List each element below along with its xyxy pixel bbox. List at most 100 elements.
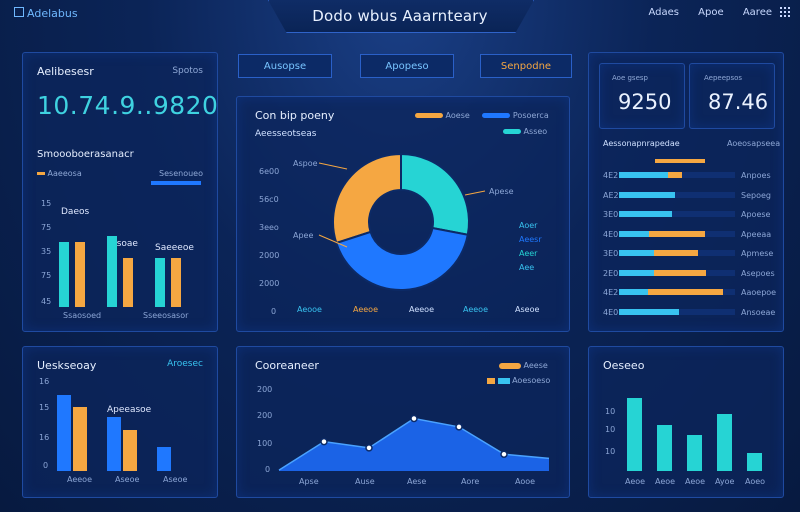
y-tick: 10: [605, 425, 616, 434]
top-nav: Adaes Apoe Aaree: [632, 7, 772, 18]
progress-row[interactable]: 4E2 Aaoepoe: [589, 286, 783, 300]
progress-track: [619, 250, 735, 256]
progress-fill: [619, 172, 668, 178]
row-value: Apeeaa: [741, 229, 772, 239]
kpi-label: Aoe gsesp: [612, 74, 648, 82]
tab-1[interactable]: Ausopse: [238, 54, 332, 78]
progress-row[interactable]: 3E0 Apmese: [589, 247, 783, 261]
callout-label: Aspoe: [293, 159, 318, 168]
bar[interactable]: [157, 447, 171, 471]
y-tick: 56c0: [259, 195, 279, 204]
bar[interactable]: [75, 242, 85, 307]
legend-label: Aeese: [523, 361, 548, 370]
x-tick: Ayoe: [715, 477, 735, 486]
y-tick: 0: [265, 465, 271, 474]
bar-chart: [57, 391, 207, 471]
progress-row[interactable]: 3E0 Apoese: [589, 208, 783, 222]
progress-row[interactable]: 4E0 Apeeaa: [589, 228, 783, 242]
brand[interactable]: Adelabus: [14, 7, 78, 20]
bar-chart: [59, 213, 209, 307]
data-point[interactable]: [410, 414, 418, 423]
legend-swatch: [415, 113, 443, 118]
row-value: Ansoeae: [741, 307, 776, 317]
legend-swatch: [37, 172, 45, 175]
panel-title: Ueskseoay: [37, 359, 97, 372]
callout-label: Apee: [293, 231, 314, 240]
progress-fill: [653, 269, 706, 276]
kpi-card[interactable]: Aoe gsesp 9250: [599, 63, 685, 129]
y-tick: 45: [41, 297, 52, 306]
progress-track: [619, 191, 735, 198]
bar[interactable]: [107, 417, 121, 471]
progress-row[interactable]: AE2 Sepoeg: [589, 189, 783, 203]
x-tick: Aeoe: [685, 477, 706, 486]
tab-3[interactable]: Senpodne: [480, 54, 572, 78]
bar[interactable]: [123, 430, 137, 471]
apps-grid-icon[interactable]: [780, 7, 790, 17]
progress-row[interactable]: 4E0 Ansoeae: [589, 306, 783, 320]
donut-slice[interactable]: [400, 152, 470, 236]
big-value: 10.74.9..9820: [37, 91, 219, 120]
progress-row[interactable]: 4E2 Anpoes: [589, 169, 783, 183]
kpi-card[interactable]: Aepeepsos 87.46: [689, 63, 775, 129]
y-tick: 0: [271, 307, 277, 316]
nav-item[interactable]: Adaes: [648, 7, 679, 18]
bar[interactable]: [657, 424, 672, 471]
bar[interactable]: [59, 242, 69, 307]
progress-fill: [653, 250, 698, 256]
area-fill: [279, 418, 549, 471]
progress-fill: [667, 172, 682, 178]
x-tick: Aese: [407, 477, 427, 486]
progress-fill: [619, 250, 654, 256]
panel-title: Aelibesesr: [37, 65, 94, 78]
bar[interactable]: [717, 413, 732, 471]
y-tick: 2000: [259, 251, 280, 260]
tab-2[interactable]: Apopeso: [360, 54, 454, 78]
legend-label: Aaeeosa: [47, 169, 82, 178]
bar[interactable]: [627, 398, 642, 471]
legend-item: Asseo: [503, 127, 547, 136]
panel-title: Oeseeo: [603, 359, 645, 372]
bar[interactable]: [123, 257, 133, 307]
bar[interactable]: [687, 435, 702, 471]
annotation: Apeeasoe: [107, 405, 152, 415]
data-point[interactable]: [365, 444, 373, 452]
top-bar: Adelabus Dodo wbus Aaarnteary Adaes Apoe…: [0, 0, 800, 34]
bar[interactable]: [57, 395, 71, 471]
x-tick: Aeeoe: [463, 305, 488, 314]
progress-row[interactable]: 2E0 Asepoes: [589, 267, 783, 281]
data-point[interactable]: [320, 437, 328, 446]
x-tick: Sseeosasor: [143, 311, 189, 320]
y-tick: 200: [257, 411, 273, 420]
brand-label: Adelabus: [27, 7, 78, 20]
progress-fill: [619, 230, 650, 237]
progress-fill: [619, 289, 648, 295]
logo-icon: [14, 7, 24, 17]
legend-swatch: [497, 377, 510, 384]
progress-fill: [619, 308, 680, 315]
data-point[interactable]: [455, 423, 463, 431]
row-label: 4E2: [603, 288, 619, 297]
data-point[interactable]: [500, 450, 508, 458]
progress-fill: [619, 269, 654, 276]
nav-item[interactable]: Apoe: [698, 7, 724, 18]
progress-list: 4E2 Anpoes AE2 Sepoeg 3E0 Apoese 4E0 Apeeaa 3E0 A…: [589, 169, 783, 319]
x-tick: Aseoe: [163, 475, 188, 484]
row-label: 2E0: [603, 268, 619, 278]
donut-slice[interactable]: [332, 152, 402, 245]
progress-track: [619, 289, 735, 295]
x-tick: Aeeoe: [353, 305, 378, 314]
donut-slice[interactable]: [335, 226, 469, 291]
side-list-item: Aoer: [519, 221, 538, 230]
row-label: 4E2: [603, 171, 619, 180]
bar[interactable]: [107, 235, 117, 307]
progress-track: [619, 308, 735, 315]
progress-fill: [648, 289, 724, 295]
bar[interactable]: [171, 257, 181, 307]
legend-swatch: [151, 181, 201, 185]
bar[interactable]: [73, 407, 87, 471]
bar[interactable]: [747, 452, 762, 471]
bar[interactable]: [155, 257, 165, 307]
nav-item[interactable]: Aaree: [742, 7, 772, 18]
list-header-bar: [655, 159, 705, 163]
